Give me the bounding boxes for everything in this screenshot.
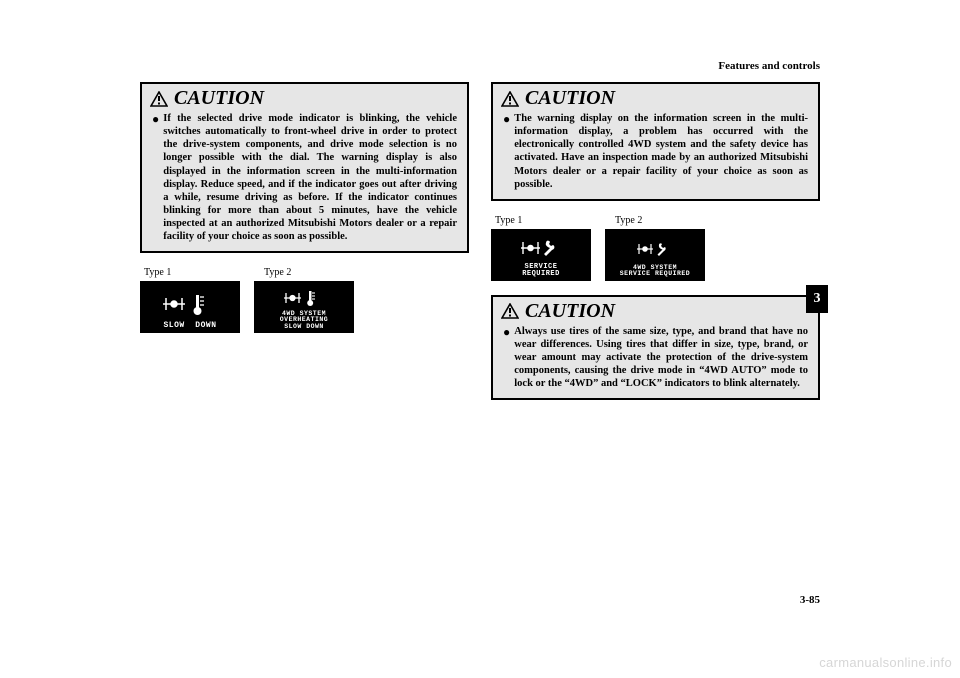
display-type2-left: 4WD SYSTEM OVERHEATING SLOW DOWN — [254, 281, 354, 333]
caution-text: The warning display on the information s… — [514, 112, 808, 191]
watermark: carmanualsonline.info — [819, 655, 952, 670]
type2-label: Type 2 — [264, 267, 364, 278]
caution-title-text: CAUTION — [525, 87, 615, 110]
display-icon-area — [279, 281, 329, 311]
caution-title-text: CAUTION — [525, 300, 615, 323]
display-type1-right: SERVICE REQUIRED — [491, 229, 591, 281]
type1-label: Type 1 — [495, 215, 595, 226]
display-icon-area — [633, 229, 677, 265]
chapter-tab: 3 — [806, 285, 828, 313]
axle-wrench-icon — [516, 237, 566, 259]
display-text: SERVICE REQUIRED — [522, 264, 560, 278]
bullet-icon: ● — [503, 325, 510, 391]
display-text: 4WD SYSTEM OVERHEATING SLOW DOWN — [280, 311, 328, 331]
caution-text: Always use tires of the same size, type,… — [514, 325, 808, 391]
axle-thermo-icon — [279, 288, 329, 308]
section-header: Features and controls — [140, 60, 820, 72]
warning-triangle-icon — [501, 303, 519, 319]
caution-body: ● If the selected drive mode indicator i… — [142, 110, 467, 251]
display-icon-area — [160, 281, 220, 322]
caution-box-right-2: CAUTION ● Always use tires of the same s… — [491, 295, 820, 401]
type1-label: Type 1 — [144, 267, 244, 278]
caution-title: CAUTION — [493, 297, 818, 323]
type-labels-left: Type 1 Type 2 — [144, 267, 469, 278]
caution-body: ● Always use tires of the same size, typ… — [493, 323, 818, 399]
caution-title: CAUTION — [493, 84, 818, 110]
caution-title-text: CAUTION — [174, 87, 264, 110]
caution-text: If the selected drive mode indicator is … — [163, 112, 457, 243]
type2-label: Type 2 — [615, 215, 715, 226]
bullet-icon: ● — [503, 112, 510, 191]
caution-body: ● The warning display on the information… — [493, 110, 818, 199]
content-columns: CAUTION ● If the selected drive mode ind… — [140, 82, 820, 414]
display-text: SLOW DOWN — [163, 322, 216, 330]
axle-wrench-icon — [633, 240, 677, 258]
display-row-left: SLOW DOWN — [140, 281, 469, 333]
axle-thermo-icon — [160, 292, 220, 316]
display-row-right: SERVICE REQUIRED — [491, 229, 820, 281]
type-labels-right: Type 1 Type 2 — [495, 215, 820, 226]
warning-triangle-icon — [501, 91, 519, 107]
warning-triangle-icon — [150, 91, 168, 107]
caution-box-left: CAUTION ● If the selected drive mode ind… — [140, 82, 469, 253]
right-column: CAUTION ● The warning display on the inf… — [491, 82, 820, 414]
manual-page: Features and controls CAUTION ● If the s… — [0, 0, 960, 678]
bullet-icon: ● — [152, 112, 159, 243]
display-type1-left: SLOW DOWN — [140, 281, 240, 333]
caution-box-right-1: CAUTION ● The warning display on the inf… — [491, 82, 820, 201]
display-icon-area — [516, 229, 566, 264]
caution-title: CAUTION — [142, 84, 467, 110]
display-type2-right: 4WD SYSTEM SERVICE REQUIRED — [605, 229, 705, 281]
display-text: 4WD SYSTEM SERVICE REQUIRED — [620, 265, 690, 278]
left-column: CAUTION ● If the selected drive mode ind… — [140, 82, 469, 414]
page-number: 3-85 — [800, 594, 820, 606]
